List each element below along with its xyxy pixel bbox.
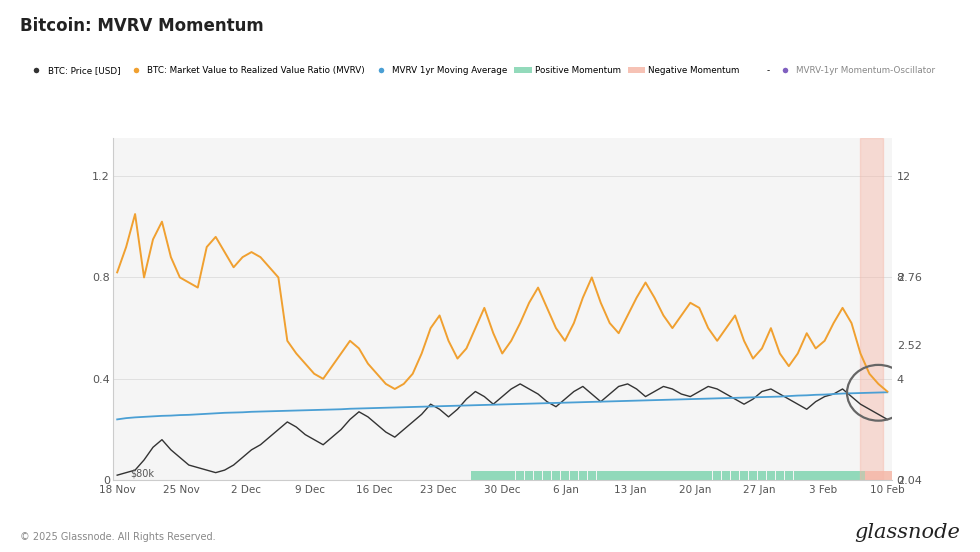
- Bar: [632, 471, 641, 480]
- Bar: [829, 471, 838, 480]
- Text: Bitcoin: MVRV Momentum: Bitcoin: MVRV Momentum: [20, 17, 264, 35]
- Bar: [677, 471, 686, 480]
- Bar: [534, 471, 542, 480]
- Bar: [623, 471, 632, 480]
- Bar: [651, 471, 659, 480]
- Bar: [848, 471, 856, 480]
- Bar: [569, 471, 578, 480]
- Bar: [865, 471, 873, 480]
- Bar: [803, 471, 811, 480]
- Bar: [811, 471, 820, 480]
- Bar: [838, 471, 847, 480]
- Bar: [785, 471, 793, 480]
- Bar: [498, 471, 507, 480]
- Bar: [597, 471, 605, 480]
- Bar: [860, 138, 883, 480]
- Text: © 2025 Glassnode. All Rights Reserved.: © 2025 Glassnode. All Rights Reserved.: [20, 532, 216, 542]
- Bar: [874, 471, 883, 480]
- Bar: [614, 471, 623, 480]
- Bar: [740, 471, 749, 480]
- Bar: [471, 471, 479, 480]
- Bar: [722, 471, 730, 480]
- Bar: [489, 471, 498, 480]
- Bar: [704, 471, 712, 480]
- Bar: [758, 471, 766, 480]
- Bar: [857, 471, 864, 480]
- Bar: [695, 471, 704, 480]
- Bar: [668, 471, 676, 480]
- Bar: [766, 471, 775, 480]
- Bar: [660, 471, 667, 480]
- Bar: [794, 471, 802, 480]
- Bar: [641, 471, 650, 480]
- Bar: [543, 471, 552, 480]
- Text: $80k: $80k: [130, 469, 155, 479]
- Bar: [883, 471, 892, 480]
- Legend: BTC: Price [USD], BTC: Market Value to Realized Value Ratio (MVRV), MVRV 1yr Mov: BTC: Price [USD], BTC: Market Value to R…: [24, 62, 939, 78]
- Bar: [561, 471, 569, 480]
- Bar: [552, 471, 561, 480]
- Bar: [515, 471, 524, 480]
- Bar: [480, 471, 489, 480]
- Bar: [507, 471, 515, 480]
- Bar: [525, 471, 533, 480]
- Bar: [775, 471, 784, 480]
- Bar: [749, 471, 758, 480]
- Bar: [712, 471, 721, 480]
- Text: glassnode: glassnode: [855, 523, 960, 542]
- Bar: [686, 471, 695, 480]
- Bar: [606, 471, 613, 480]
- Bar: [578, 471, 587, 480]
- Bar: [820, 471, 829, 480]
- Bar: [588, 471, 596, 480]
- Bar: [731, 471, 739, 480]
